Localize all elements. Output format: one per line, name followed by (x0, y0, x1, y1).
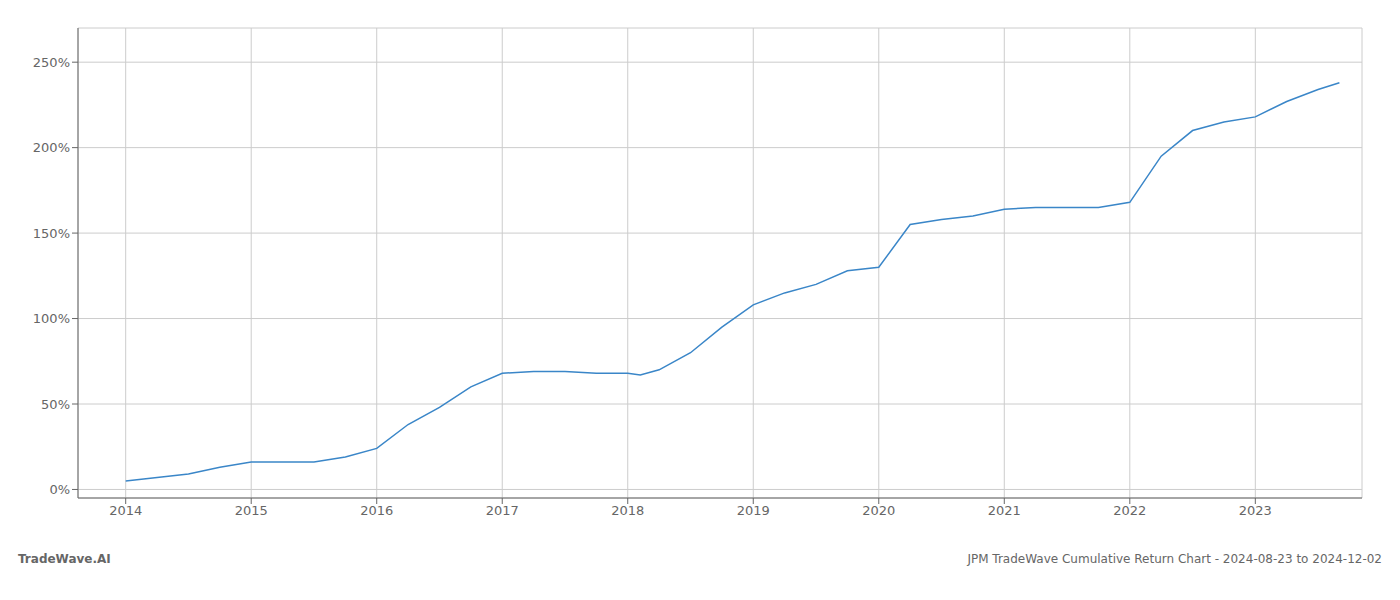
svg-text:2020: 2020 (862, 503, 895, 518)
html-text:TradeWave.AI: TradeWave.AI (18, 552, 111, 566)
svg-text:2014: 2014 (109, 503, 142, 518)
svg-text:200%: 200% (33, 140, 70, 155)
svg-text:150%: 150% (33, 226, 70, 241)
svg-text:0%: 0% (49, 482, 70, 497)
svg-text:2015: 2015 (235, 503, 268, 518)
svg-text:250%: 250% (33, 55, 70, 70)
svg-text:50%: 50% (41, 397, 70, 412)
svg-text:2019: 2019 (737, 503, 770, 518)
svg-text:2023: 2023 (1239, 503, 1272, 518)
svg-text:2021: 2021 (988, 503, 1021, 518)
svg-text:2018: 2018 (611, 503, 644, 518)
svg-text:2016: 2016 (360, 503, 393, 518)
svg-text:2017: 2017 (486, 503, 519, 518)
html-text:JPM TradeWave Cumulative Retur: JPM TradeWave Cumulative Return Chart - … (967, 552, 1382, 566)
svg-text:2022: 2022 (1113, 503, 1146, 518)
svg-text:100%: 100% (33, 311, 70, 326)
